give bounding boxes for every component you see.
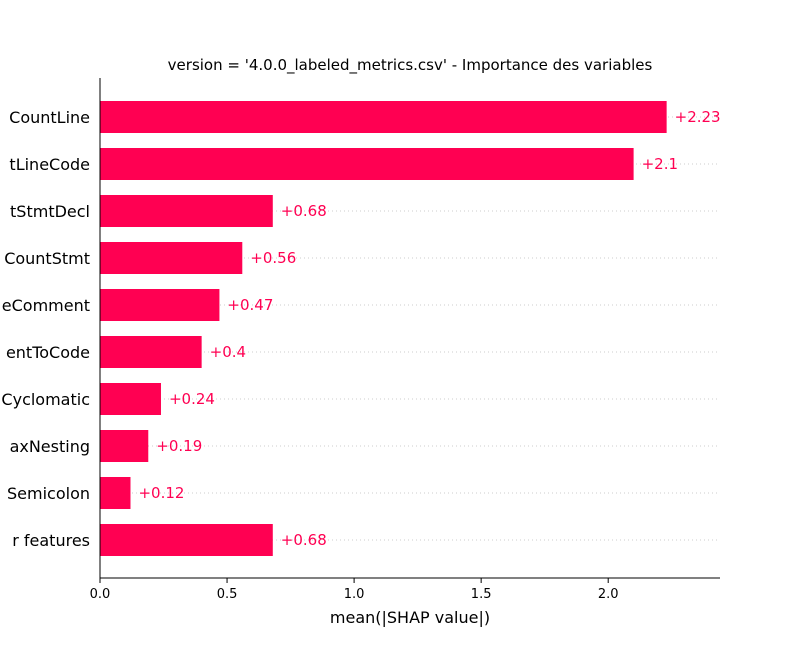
value-label-7: +0.19 bbox=[156, 437, 202, 455]
value-label-9: +0.68 bbox=[281, 531, 327, 549]
category-label-8: Semicolon bbox=[7, 484, 90, 503]
value-label-8: +0.12 bbox=[138, 484, 184, 502]
category-label-0: CountLine bbox=[9, 108, 90, 127]
grid-lines bbox=[100, 116, 720, 541]
x-tick-label: 0.5 bbox=[217, 587, 238, 602]
value-labels: +2.23 +2.1 +0.68 +0.56 +0.47 +0.4 +0.24 +0.19 +0… bbox=[138, 108, 720, 549]
bar-0 bbox=[100, 101, 667, 133]
chart-title: version = '4.0.0_labeled_metrics.csv' - … bbox=[168, 56, 653, 75]
category-label-7: axNesting bbox=[10, 437, 90, 456]
category-label-3: CountStmt bbox=[4, 249, 90, 268]
category-label-2: tStmtDecl bbox=[10, 202, 90, 221]
x-tick-label: 1.5 bbox=[471, 587, 492, 602]
axes bbox=[99, 78, 720, 579]
category-label-1: tLineCode bbox=[9, 155, 90, 174]
value-label-5: +0.4 bbox=[210, 343, 246, 361]
category-labels: CountLine tLineCode tStmtDecl CountStmt eCom… bbox=[1, 108, 90, 550]
bar-4 bbox=[100, 289, 220, 321]
category-label-4: eComment bbox=[2, 296, 90, 315]
bars bbox=[100, 101, 667, 556]
value-label-6: +0.24 bbox=[169, 390, 215, 408]
bar-5 bbox=[100, 336, 202, 368]
x-tick-label: 2.0 bbox=[598, 587, 619, 602]
category-label-5: entToCode bbox=[6, 343, 90, 362]
x-ticks: 0.0 0.5 1.0 1.5 2.0 bbox=[90, 578, 619, 602]
bar-1 bbox=[100, 148, 634, 180]
bar-3 bbox=[100, 242, 243, 274]
value-label-3: +0.56 bbox=[250, 249, 296, 267]
x-axis-label: mean(|SHAP value|) bbox=[330, 608, 490, 627]
x-tick-label: 1.0 bbox=[344, 587, 365, 602]
value-label-4: +0.47 bbox=[227, 296, 273, 314]
x-tick-label: 0.0 bbox=[90, 587, 111, 602]
bar-8 bbox=[100, 477, 131, 509]
category-label-6: Cyclomatic bbox=[1, 390, 90, 409]
bar-2 bbox=[100, 195, 273, 227]
value-label-2: +0.68 bbox=[281, 202, 327, 220]
bar-7 bbox=[100, 430, 149, 462]
value-label-0: +2.23 bbox=[675, 108, 721, 126]
bar-6 bbox=[100, 383, 161, 415]
category-label-9: r features bbox=[12, 531, 90, 550]
value-label-1: +2.1 bbox=[642, 155, 678, 173]
bar-9 bbox=[100, 524, 273, 556]
